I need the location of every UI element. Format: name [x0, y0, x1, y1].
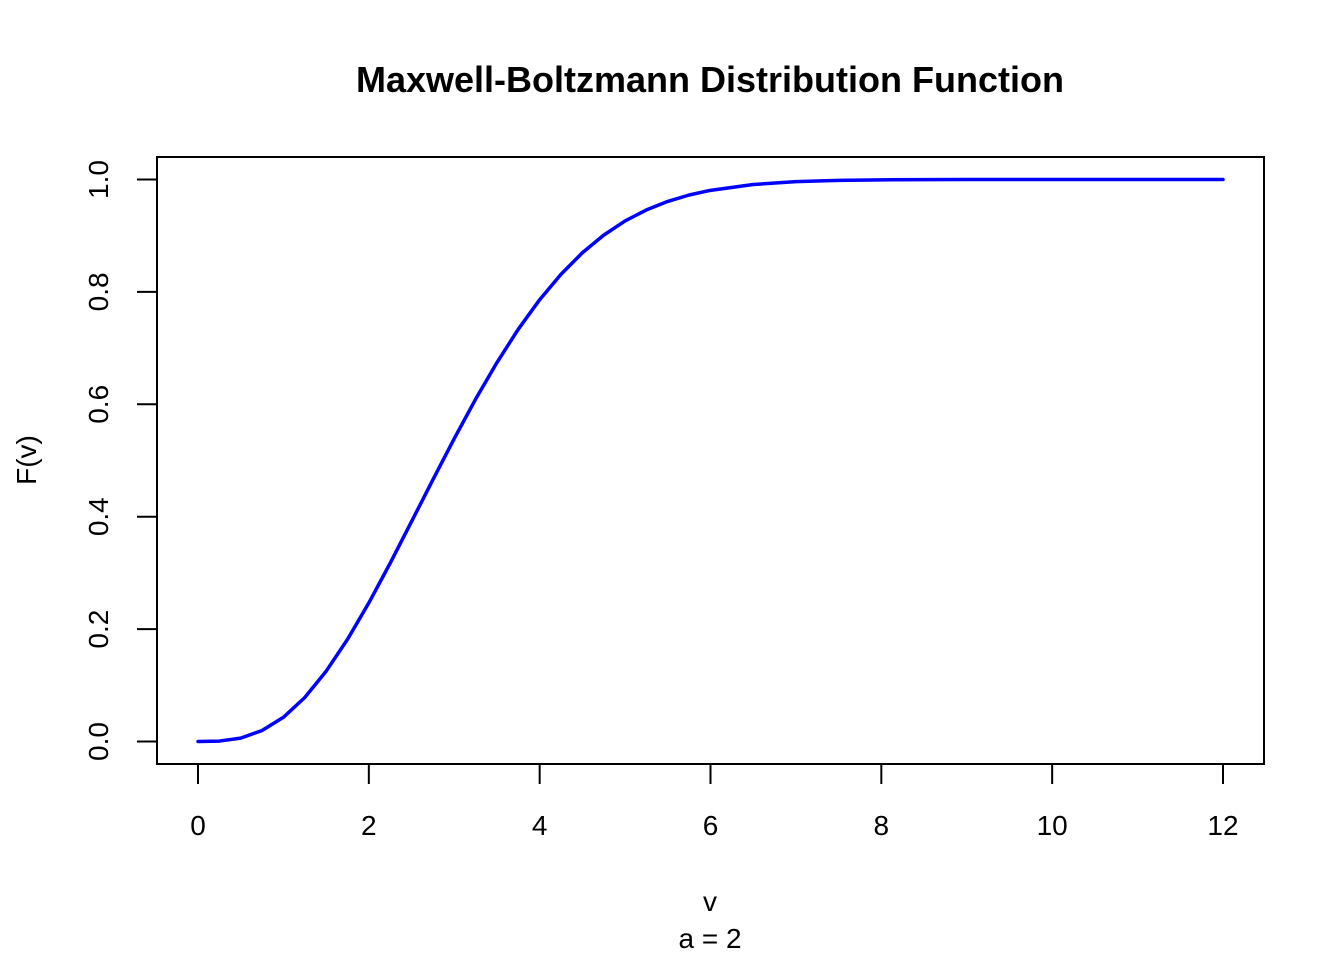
x-axis-label: v: [703, 886, 717, 917]
y-tick-label: 0.6: [83, 385, 114, 424]
y-axis-label: F(v): [11, 435, 42, 485]
x-tick-label: 2: [361, 810, 377, 841]
y-tick-label: 0.8: [83, 272, 114, 311]
y-tick-label: 1.0: [83, 160, 114, 199]
x-tick-label: 4: [532, 810, 548, 841]
y-axis: 0.0 0.2 0.4 0.6 0.8 1.0: [83, 160, 158, 761]
chart-subtitle: a = 2: [678, 923, 741, 954]
series-line: [196, 177, 1225, 744]
x-tick-label: 8: [874, 810, 890, 841]
x-tick-label: 6: [703, 810, 719, 841]
x-tick-label: 10: [1037, 810, 1068, 841]
x-axis: 0 2 4 6 8 10 12: [190, 763, 1239, 841]
y-tick-label: 0.2: [83, 610, 114, 649]
chart-title: Maxwell-Boltzmann Distribution Function: [356, 59, 1064, 100]
x-tick-label: 12: [1207, 810, 1238, 841]
y-tick-label: 0.0: [83, 722, 114, 761]
y-tick-label: 0.4: [83, 497, 114, 536]
x-tick-label: 0: [190, 810, 206, 841]
